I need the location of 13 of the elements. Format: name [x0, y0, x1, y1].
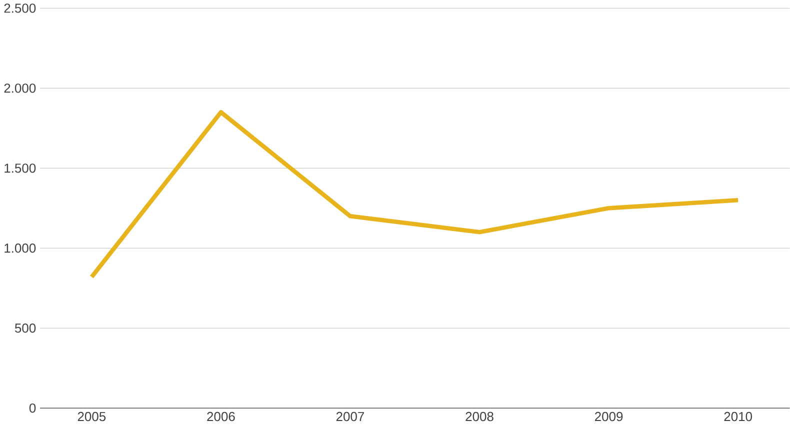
y-tick-label: 2.000: [4, 84, 36, 93]
y-tick-label: 500: [14, 324, 36, 333]
y-tick-label: 1.500: [4, 164, 36, 173]
x-tick-label: 2010: [724, 412, 752, 422]
x-tick-label: 2008: [466, 412, 494, 422]
y-tick-label: 1.000: [4, 244, 36, 253]
y-tick-label: 2.500: [4, 4, 36, 13]
x-tick-label: 2007: [336, 412, 364, 422]
x-tick-label: 2006: [207, 412, 235, 422]
line-series: [90, 110, 740, 280]
x-tick-label: 2009: [594, 412, 623, 422]
y-tick-label: 0: [29, 404, 36, 413]
x-tick-label: 2005: [78, 412, 106, 422]
